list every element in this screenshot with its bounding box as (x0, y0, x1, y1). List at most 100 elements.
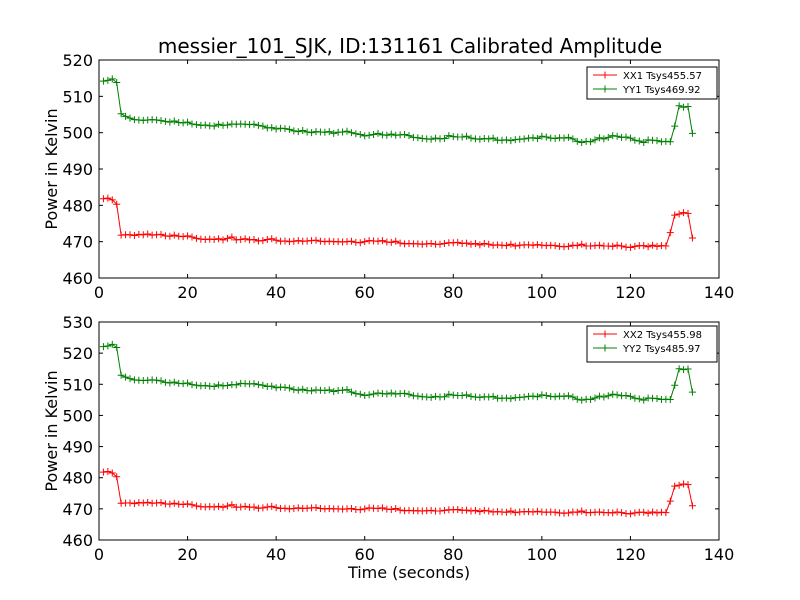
data-point (609, 390, 617, 398)
data-point (551, 134, 559, 142)
data-point (591, 394, 599, 402)
data-point (113, 200, 121, 208)
data-point (401, 389, 409, 397)
data-point (631, 242, 639, 250)
data-point (631, 394, 639, 402)
data-point (485, 240, 493, 248)
data-point (392, 237, 400, 245)
data-point (126, 114, 134, 122)
data-point (299, 126, 307, 134)
data-point (347, 129, 355, 137)
data-point (330, 387, 338, 395)
data-point (454, 238, 462, 246)
data-point (427, 506, 435, 514)
data-point (170, 117, 178, 125)
data-point (339, 386, 347, 394)
data-point (533, 507, 541, 515)
data-point (578, 240, 586, 248)
data-point (671, 122, 679, 130)
data-point (370, 130, 378, 138)
legend-marker (601, 344, 609, 352)
data-point (427, 239, 435, 247)
data-point (184, 232, 192, 240)
legend: XX2 Tsys455.98 YY2 Tsys485.97 (586, 325, 718, 363)
series-1 (99, 194, 696, 251)
data-point (281, 125, 289, 133)
data-point (467, 240, 475, 248)
data-point (476, 241, 484, 249)
data-point (640, 242, 648, 250)
data-point (166, 500, 174, 508)
data-point (387, 389, 395, 397)
legend: XX1 Tsys455.57 YY1 Tsys469.92 (586, 66, 718, 100)
y-tick-label: 480 (62, 196, 93, 215)
data-point (480, 239, 488, 247)
data-point (542, 391, 550, 399)
data-point (299, 385, 307, 393)
legend-box (586, 66, 718, 100)
y-tick-label: 470 (62, 500, 93, 519)
data-point (626, 243, 634, 251)
data-point (688, 129, 696, 137)
data-point (321, 387, 329, 395)
data-point (170, 499, 178, 507)
y-tick-label: 510 (62, 87, 93, 106)
x-tick-label: 100 (527, 283, 558, 302)
x-tick-label: 80 (443, 283, 463, 302)
data-point (356, 239, 364, 247)
data-point (192, 381, 200, 389)
data-point (153, 376, 161, 384)
data-point (573, 242, 581, 250)
data-point (578, 396, 586, 404)
data-point (237, 503, 245, 511)
data-point (312, 504, 320, 512)
data-point (680, 103, 688, 111)
legend-label: YY2 Tsys485.97 (622, 344, 701, 355)
data-point (533, 393, 541, 401)
data-point (219, 236, 227, 244)
x-tick-label: 40 (266, 545, 286, 564)
data-point (618, 242, 626, 250)
data-point (604, 392, 612, 400)
data-point (254, 381, 262, 389)
data-point (108, 469, 116, 477)
data-point (533, 241, 541, 249)
data-point (538, 391, 546, 399)
data-point (387, 130, 395, 138)
data-point (684, 103, 692, 111)
y-tick-label: 530 (62, 313, 93, 332)
data-point (184, 379, 192, 387)
data-point (613, 132, 621, 140)
data-point (210, 382, 218, 390)
data-point (170, 378, 178, 386)
data-point (352, 390, 360, 398)
data-point (104, 342, 112, 350)
data-point (157, 230, 165, 238)
y-tick-label: 510 (62, 375, 93, 394)
data-point (294, 386, 302, 394)
data-point (259, 237, 267, 245)
data-point (166, 118, 174, 126)
data-point (609, 509, 617, 517)
data-point (600, 135, 608, 143)
data-point (440, 134, 448, 142)
legend-label: XX1 Tsys455.57 (623, 71, 702, 82)
data-point (502, 394, 510, 402)
data-point (414, 134, 422, 142)
data-point (113, 473, 121, 481)
data-point (485, 507, 493, 515)
data-point (241, 235, 249, 243)
data-point (99, 77, 107, 85)
data-point (626, 392, 634, 400)
x-tick-label: 120 (615, 545, 646, 564)
data-point (463, 239, 471, 247)
data-point (463, 391, 471, 399)
x-tick-label: 0 (94, 283, 104, 302)
data-point (268, 502, 276, 510)
series-1 (99, 467, 696, 518)
data-point (529, 508, 537, 516)
top-panel: 0 20 40 60 80 100 120 140 460 470 480 490 500 510 520 P… (42, 51, 734, 302)
data-point (144, 498, 152, 506)
data-point (396, 239, 404, 247)
data-point (228, 501, 236, 509)
